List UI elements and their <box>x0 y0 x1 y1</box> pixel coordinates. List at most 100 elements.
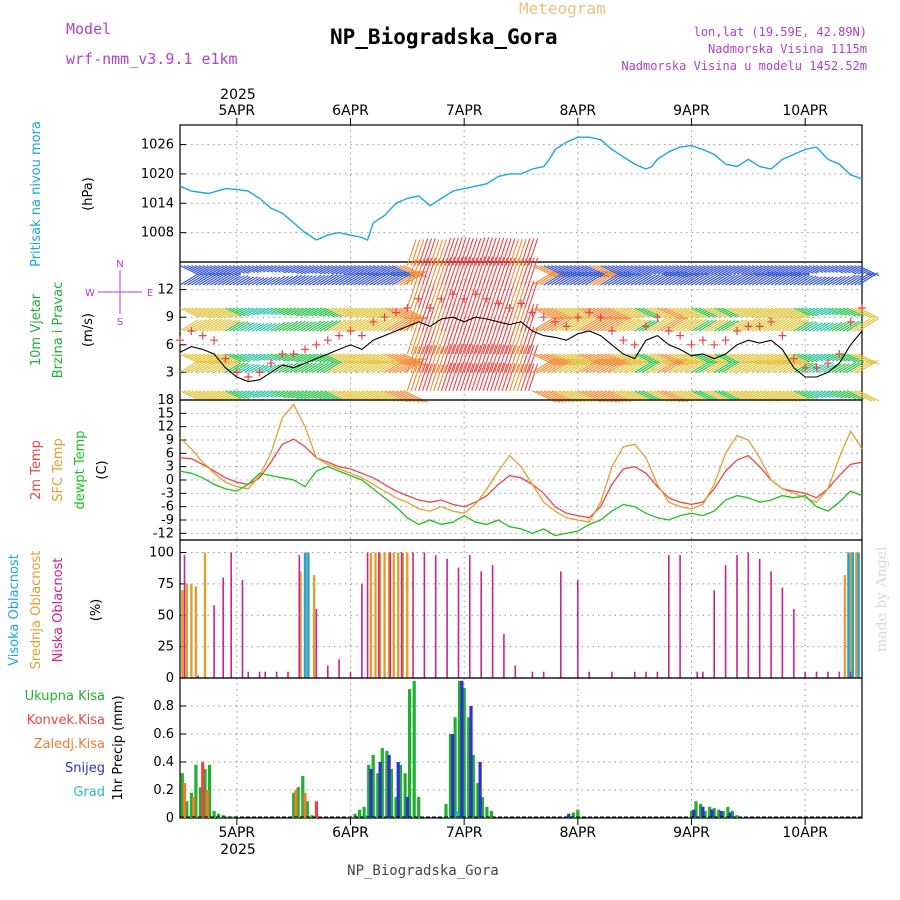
wind-gust-marker <box>232 368 241 377</box>
wind-vector <box>240 276 255 286</box>
wind-vector <box>577 317 601 332</box>
y-tick-label: -3 <box>161 486 174 501</box>
wind-vector <box>437 364 447 391</box>
wind-vector <box>801 390 818 399</box>
wind-vector <box>285 390 303 400</box>
wind-vector <box>785 272 806 286</box>
wind-vector <box>213 360 233 373</box>
wind-vector <box>687 272 707 286</box>
wind-vector <box>414 258 425 286</box>
wind-vector <box>585 317 608 332</box>
wind-vector <box>698 307 718 318</box>
wind-vector <box>384 317 407 332</box>
wind-gust-marker <box>357 331 366 340</box>
wind-vector <box>490 344 501 373</box>
wind-vector <box>509 304 520 332</box>
wind-vector <box>202 307 223 319</box>
wind-vector <box>301 307 318 317</box>
wind-vector <box>676 353 698 365</box>
wind-vector <box>676 318 697 332</box>
wind-vector <box>312 362 329 373</box>
wind-vector <box>410 304 421 332</box>
wind-vector <box>244 307 259 316</box>
wind-vector <box>664 307 689 320</box>
elevation-label: Nadmorska Visina 1115m <box>708 42 867 56</box>
wind-vector <box>509 327 520 355</box>
wind-vector <box>820 307 835 316</box>
wind-vector <box>623 360 642 373</box>
wind-vector <box>202 265 223 276</box>
wind-vector <box>251 353 266 361</box>
wind-vector <box>770 353 794 366</box>
wind-vector <box>319 307 339 318</box>
wind-vector <box>554 265 578 277</box>
wind-vector <box>217 265 238 276</box>
y-tick-label: 100 <box>149 546 174 561</box>
wind-vector <box>221 390 241 401</box>
wind-vector <box>524 280 535 309</box>
wind-vector <box>459 256 471 286</box>
wind-vector <box>266 353 281 361</box>
wind-unit: (m/s) <box>81 313 96 347</box>
wind-vector <box>657 307 681 320</box>
wind-vector <box>816 276 830 286</box>
wind-vector <box>421 257 433 286</box>
wind-vector <box>573 265 597 277</box>
precip-legend-item: Konvek.Kisa <box>27 713 105 728</box>
wind-vector <box>210 307 231 319</box>
wind-vector <box>729 273 748 286</box>
wind-vector <box>558 317 581 332</box>
wind-vector <box>797 307 814 317</box>
wind-vector <box>604 307 628 320</box>
date-label-top: 5APR <box>219 103 256 119</box>
wind-vector <box>676 265 698 277</box>
wind-vector <box>668 272 689 286</box>
wind-vector <box>289 390 307 400</box>
wind-vector <box>653 307 676 320</box>
wind-vector <box>312 390 330 400</box>
wind-vector <box>717 390 737 400</box>
wind-gust-marker <box>391 308 400 317</box>
wind-vector <box>236 265 252 273</box>
wind-vector <box>266 390 281 398</box>
precip-bar <box>389 769 393 818</box>
precip-bar <box>451 734 455 818</box>
wind-vector <box>823 353 839 362</box>
wind-vector <box>566 317 588 332</box>
wind-vector <box>679 272 700 286</box>
wind-vector <box>421 238 433 266</box>
model-elevation-label: Nadmorska Visina u modelu 1452.52m <box>621 59 867 73</box>
wind-vector <box>282 320 299 332</box>
wind-vector <box>516 327 527 355</box>
wind-vector <box>270 275 286 286</box>
wind-vector <box>717 265 737 275</box>
wind-vector <box>695 265 715 276</box>
wind-vector <box>448 362 459 391</box>
wind-gust-marker <box>846 317 855 326</box>
wind-vector <box>285 320 302 332</box>
wind-vector <box>467 326 478 355</box>
wind-vector <box>335 353 355 364</box>
wind-vector <box>229 307 246 317</box>
wind-vector <box>221 265 241 276</box>
precip-axis-label: 1hr Precip (mm) <box>111 695 126 800</box>
wind-vector <box>804 322 819 332</box>
wind-vector <box>804 307 820 316</box>
precip-bar <box>471 755 475 818</box>
precip-bar <box>292 792 296 818</box>
wind-vector <box>240 353 255 362</box>
wind-vector <box>300 362 317 373</box>
cloud-bar <box>847 552 850 678</box>
wind-vector <box>785 318 806 332</box>
wind-vector <box>236 353 252 362</box>
wind-vector <box>418 363 429 391</box>
wind-vector <box>820 390 835 398</box>
wind-vector <box>812 276 827 286</box>
wind-vector <box>179 390 200 401</box>
wind-vector <box>418 257 429 286</box>
wind-vector <box>429 258 440 286</box>
wind-vector <box>573 307 597 320</box>
wind-vector <box>493 237 505 266</box>
wind-vector <box>528 345 539 373</box>
wind-vector <box>274 265 290 274</box>
